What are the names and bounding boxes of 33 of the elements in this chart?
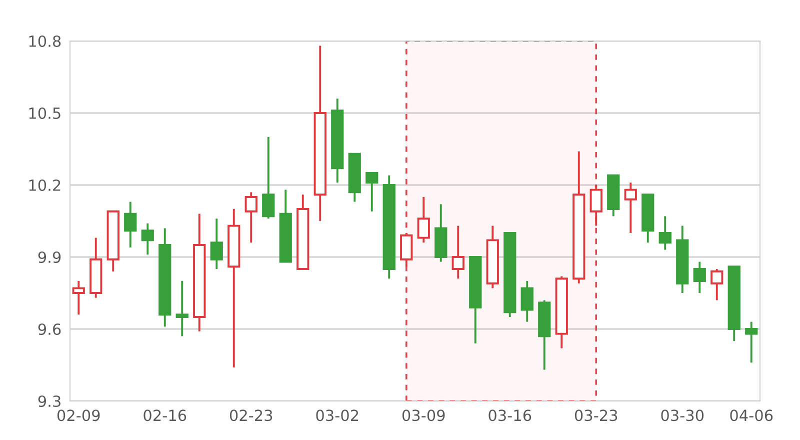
y-tick-label: 10.2	[29, 179, 60, 192]
x-tick-label: 04-06	[730, 410, 773, 422]
candlestick	[693, 260, 706, 294]
candlestick	[210, 218, 223, 270]
candlestick	[417, 196, 430, 244]
candlestick	[590, 184, 602, 227]
candlestick	[176, 280, 188, 338]
candlestick	[400, 232, 413, 268]
x-tick-label: 03-16	[488, 410, 532, 422]
x-tick-label: 03-09	[402, 410, 445, 422]
x-tick-label: 03-23	[574, 410, 618, 422]
candlestick	[72, 280, 85, 316]
x-tick-label: 02-09	[57, 410, 100, 422]
x-tick-label: 03-30	[661, 410, 704, 422]
candlestick	[262, 136, 275, 220]
candlestick	[745, 320, 758, 364]
candlestick	[141, 222, 154, 256]
x-tick-label: 02-23	[230, 410, 272, 422]
candlestick	[366, 172, 378, 212]
candlestick	[124, 200, 137, 248]
candlestick	[710, 268, 724, 302]
candlestick	[244, 191, 258, 244]
y-tick-label: 9.9	[38, 251, 61, 264]
candlestick	[624, 182, 637, 234]
x-tick-label: 02-16	[144, 410, 186, 422]
y-tick-label: 10.8	[29, 35, 61, 48]
y-tick-label: 9.3	[38, 395, 60, 408]
candlestick	[520, 280, 534, 323]
y-tick-label: 10.5	[29, 107, 60, 120]
y-tick-label: 9.6	[38, 323, 61, 336]
x-tick-label: 03-02	[316, 410, 358, 422]
candlestick	[658, 215, 672, 251]
candlestick	[452, 224, 464, 280]
